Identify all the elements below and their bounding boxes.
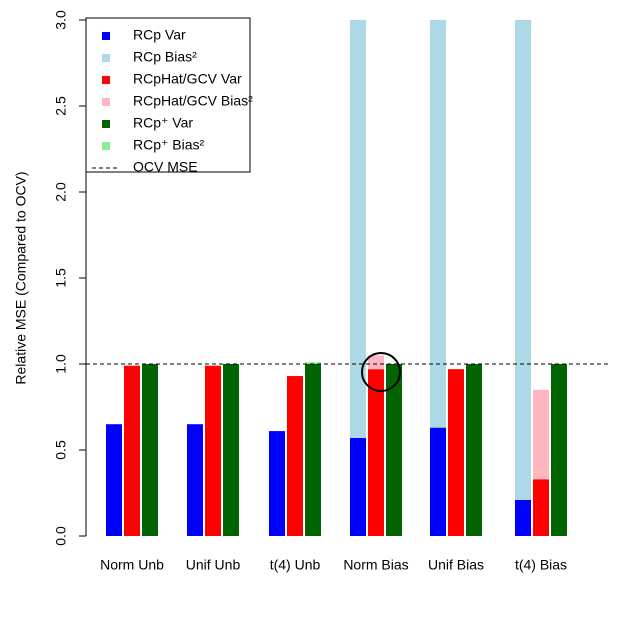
- legend-swatch: [102, 32, 110, 40]
- bar-segment: [205, 365, 221, 536]
- y-tick-label: 0.5: [53, 440, 69, 460]
- y-axis-label: Relative MSE (Compared to OCV): [13, 171, 29, 384]
- y-tick-label: 1.5: [53, 268, 69, 288]
- bar-segment: [368, 369, 384, 536]
- bar-segment: [551, 364, 567, 536]
- y-tick-label: 0.0: [53, 526, 69, 546]
- legend-label: RCpHat/GCV Var: [133, 71, 242, 87]
- bar-segment: [187, 424, 203, 536]
- legend-swatch: [102, 98, 110, 106]
- legend-swatch: [102, 142, 110, 150]
- bar-segment: [350, 20, 366, 438]
- legend-label: RCpHat/GCV Bias²: [133, 93, 253, 109]
- legend-label: RCp Var: [133, 27, 186, 43]
- legend-label: RCp Bias²: [133, 49, 197, 65]
- x-tick-label: Unif Bias: [428, 557, 484, 573]
- bar-segment: [269, 431, 285, 536]
- bar-segment: [106, 424, 122, 536]
- bar-segment: [448, 369, 464, 536]
- legend-label: OCV MSE: [133, 159, 198, 175]
- bar-segment: [430, 20, 446, 428]
- y-tick-label: 2.0: [53, 182, 69, 202]
- bar-segment: [287, 376, 303, 536]
- legend-box: [85, 17, 251, 173]
- bar-segment: [305, 362, 321, 364]
- bar-segment: [305, 364, 321, 536]
- bar-segment: [124, 365, 140, 536]
- bar-segment: [466, 364, 482, 536]
- bar-segment: [350, 437, 366, 536]
- x-tick-label: t(4) Unb: [270, 557, 321, 573]
- bar-segment: [515, 20, 531, 500]
- legend-swatch: [102, 76, 110, 84]
- x-tick-label: Unif Unb: [186, 557, 241, 573]
- bar-segment: [386, 364, 402, 536]
- bar-segment: [533, 479, 549, 536]
- y-tick-label: 2.5: [53, 96, 69, 116]
- legend-label: RCp⁺ Bias²: [133, 137, 205, 153]
- bar-segment: [142, 364, 158, 536]
- highlight-circle: [361, 352, 401, 392]
- bar-segment: [430, 427, 446, 536]
- bar-segment: [223, 364, 239, 536]
- bar-segment: [515, 499, 531, 536]
- y-tick-label: 1.0: [53, 354, 69, 374]
- x-tick-label: t(4) Bias: [515, 557, 567, 573]
- x-tick-label: Norm Unb: [100, 557, 164, 573]
- legend-label: RCp⁺ Var: [133, 115, 193, 131]
- legend-swatch: [102, 120, 110, 128]
- legend-swatch: [102, 54, 110, 62]
- bars: [106, 20, 567, 536]
- x-tick-label: Norm Bias: [343, 557, 408, 573]
- y-tick-label: 3.0: [53, 10, 69, 30]
- bar-segment: [533, 389, 549, 480]
- bar-segment: [368, 355, 384, 370]
